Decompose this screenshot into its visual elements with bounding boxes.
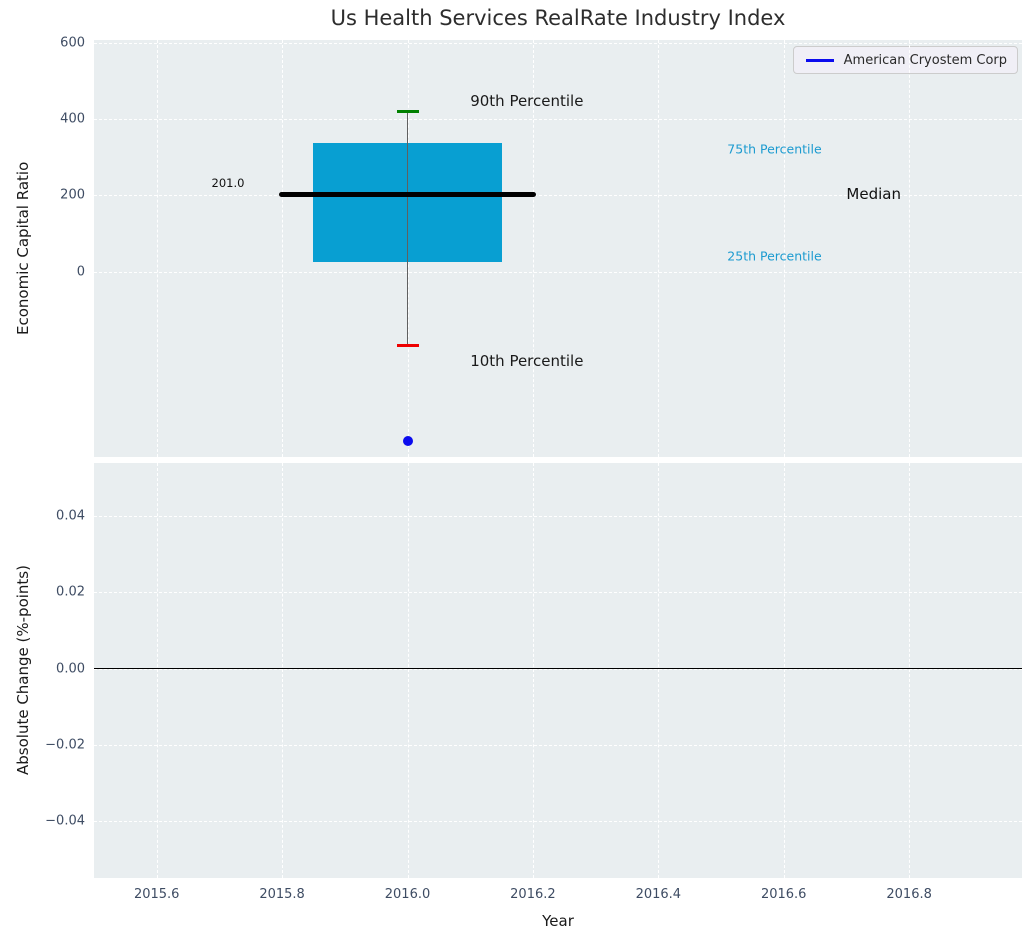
- bottom-y-axis-label: Absolute Change (%-points): [14, 565, 32, 776]
- legend: American Cryostem Corp: [792, 46, 1018, 74]
- y-tick-label: −0.04: [45, 813, 85, 829]
- whisker-cap-90th: [396, 109, 419, 113]
- legend-line-sample: [805, 58, 834, 62]
- 90th-percentile-label: 90th Percentile: [470, 92, 584, 111]
- gridline-horizontal: [94, 592, 1022, 594]
- top-y-axis-label: Economic Capital Ratio: [14, 161, 32, 336]
- gridline-horizontal: [94, 820, 1022, 822]
- zero-line: [94, 668, 1022, 670]
- gridline-vertical: [658, 40, 660, 457]
- gridline-vertical: [658, 463, 660, 878]
- bottom-plot-area: 2015.6 2015.8 2016.0 2016.2 2016.4 2016.6 2016…: [45, 463, 1022, 902]
- median-label: Median: [846, 184, 901, 203]
- gridline-horizontal: [94, 195, 1022, 197]
- x-tick-label: 2016.6: [760, 887, 807, 902]
- x-tick-label: 2016.2: [510, 887, 556, 902]
- median-value-label: 201.0: [211, 176, 245, 191]
- y-tick-label: 0: [76, 264, 85, 280]
- x-tick-label: 2016.4: [635, 887, 682, 902]
- x-tick-label: 2015.8: [259, 887, 305, 902]
- median-line: [278, 192, 537, 198]
- y-tick-label: 600: [60, 35, 85, 51]
- y-tick-label: 200: [60, 187, 85, 203]
- x-tick-label: 2015.6: [133, 887, 180, 902]
- gridline-vertical: [156, 463, 158, 878]
- gridline-vertical: [156, 40, 158, 457]
- y-tick-label: −0.02: [45, 737, 85, 753]
- gridline-horizontal: [94, 42, 1022, 44]
- gridline-vertical: [909, 40, 911, 457]
- gridline-horizontal: [94, 516, 1022, 518]
- 75th-percentile-label: 75th Percentile: [727, 141, 822, 157]
- whisker-cap-10th: [396, 343, 419, 347]
- gridline-vertical: [909, 463, 911, 878]
- gridline-horizontal: [94, 744, 1022, 746]
- gridline-vertical: [532, 40, 534, 457]
- gridline-vertical: [532, 463, 534, 878]
- top-plot-area: American Cryostem Corp 0 200 400 600 90th Pe…: [60, 35, 1022, 457]
- gridline-horizontal: [94, 668, 1022, 670]
- gridline-vertical: [282, 40, 284, 457]
- 10th-percentile-label: 10th Percentile: [470, 351, 584, 370]
- legend-label: American Cryostem Corp: [843, 52, 1007, 68]
- x-tick-label: 2016.8: [886, 887, 932, 902]
- y-tick-label: 0.04: [56, 508, 85, 524]
- y-tick-label: 400: [60, 111, 85, 127]
- chart-title: Us Health Services RealRate Industry Ind…: [330, 6, 786, 30]
- gridline-horizontal: [94, 118, 1022, 120]
- company-point: [402, 436, 413, 447]
- y-tick-label: 0.00: [56, 661, 85, 677]
- x-tick-label: 2016.0: [384, 887, 431, 902]
- gridline-vertical: [783, 40, 785, 457]
- gridline-vertical: [783, 463, 785, 878]
- gridline-horizontal: [94, 271, 1022, 273]
- 25th-percentile-label: 25th Percentile: [727, 248, 822, 264]
- whisker-line: [407, 111, 408, 346]
- y-tick-label: 0.02: [56, 584, 85, 600]
- x-axis-label: Year: [542, 912, 574, 930]
- gridline-vertical: [407, 463, 409, 878]
- gridline-vertical: [282, 463, 284, 878]
